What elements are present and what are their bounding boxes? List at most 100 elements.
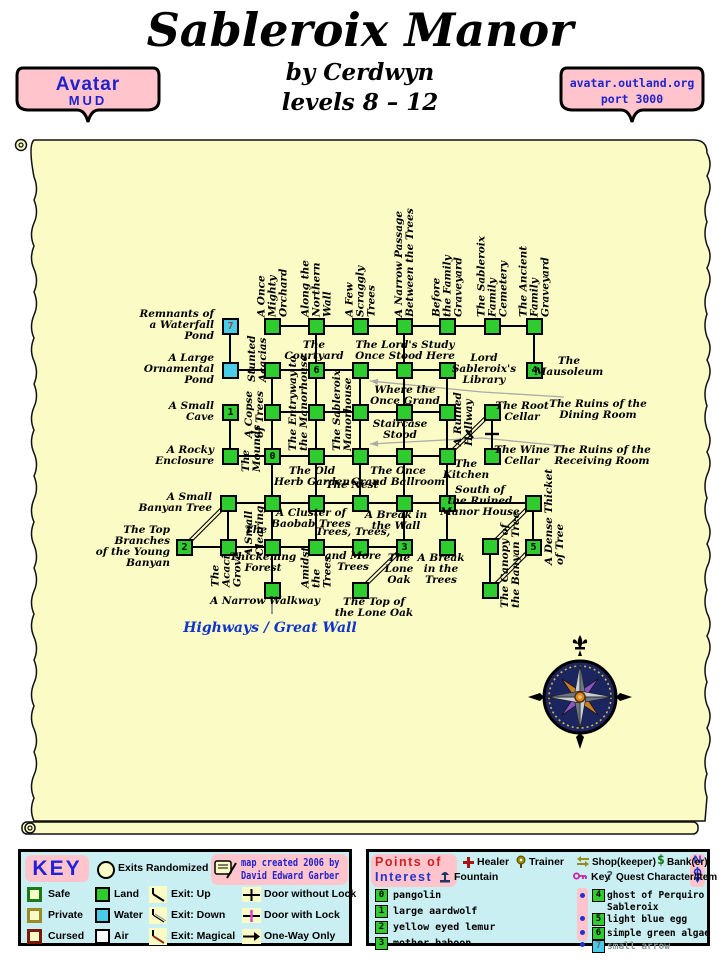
door-marker-icon (465, 429, 474, 439)
map-room-label-vertical: A Copseof Trees (243, 391, 266, 439)
map-room-the-wine-cellar (484, 448, 501, 465)
bullet-icon (580, 942, 585, 947)
map-room (352, 448, 369, 465)
poi-title-plaque: Points of Interest (371, 854, 457, 887)
map-credit-plaque: map created 2006 by David Edward Garber (211, 854, 348, 885)
map-room-label-vertical: The SableroixManorhouse (331, 369, 354, 452)
door-without-lock-icon (242, 887, 261, 902)
poi-3-label: mother baboon (393, 938, 472, 949)
map-room-a-small-banyan-tree (220, 495, 237, 512)
avatar-mud-badge: Avatar MUD (15, 66, 161, 123)
map-room-a-few-scraggly-trees (352, 318, 369, 335)
map-room-label-vertical: A Dense Thicketof Tree (543, 469, 566, 566)
room-number-badge: 6 (313, 365, 320, 376)
one-way-icon (242, 929, 261, 944)
map-room-label: The Kitchen (442, 458, 490, 481)
shop-icon (577, 856, 589, 867)
exits-randomized-icon (97, 861, 115, 879)
trainer-icon (516, 855, 526, 868)
room-number-badge: 3 (401, 542, 408, 553)
door-with-lock-label: Door with Lock (264, 909, 340, 921)
map-canvas: A OnceMightyOrchard Along theNorthernWall… (14, 138, 711, 835)
map-room-label-vertical: The SableroixFamilyCemetery (476, 235, 510, 318)
map-room-the-lone-oak: 3 (396, 539, 413, 556)
poi-1-label: large aardwolf (393, 906, 478, 917)
door-with-lock-icon (242, 908, 261, 923)
map-room-label-vertical: A FewScragglyTrees (344, 265, 378, 318)
map-room: 5 (525, 539, 542, 556)
map-room-label: A Rocky Enclosure (155, 444, 214, 467)
roll-spiral-icon (24, 822, 36, 834)
map-room-a-large-ornamental-pond (222, 362, 239, 379)
map-stair-passage (488, 545, 533, 590)
map-parchment: A OnceMightyOrchard Along theNorthernWall… (8, 135, 712, 845)
map-room-a-small-cave: 1 (222, 404, 239, 421)
healer-icon (463, 857, 474, 868)
server-address-badge: avatar.outland.org port 3000 (559, 66, 705, 123)
corner-curl-icon (18, 142, 24, 148)
map-room-label: Lord Sableroix's Library (451, 352, 517, 386)
map-room-south-of-the-ruined-manor-house (439, 495, 456, 512)
exit-down-label: Exit: Down (171, 909, 226, 921)
air-room-icon (95, 929, 110, 944)
fountain-icon (440, 872, 450, 883)
poi-3-badge: 3 (375, 937, 388, 950)
map-room-label: A Break in the Wall (364, 509, 428, 532)
cursed-room-icon (27, 929, 42, 944)
north-label: N (693, 854, 702, 866)
fountain-label: Fountain (454, 871, 499, 883)
door-without-lock-label: Door without Lock (264, 888, 357, 900)
poi-divider (577, 888, 588, 941)
exit-magical-label: Exit: Magical (171, 930, 236, 942)
map-credit-line1: map created 2006 by (241, 857, 340, 869)
map-room-label: Staircase Stood (372, 418, 428, 441)
map-room-label: The Old Herb Garden (273, 465, 351, 488)
map-stair-passage (182, 501, 228, 547)
map-room-label: The Lone Oak (384, 552, 414, 586)
map-room-label: The Ruins of the Dining Room (549, 398, 647, 421)
map-stair-passage (358, 545, 404, 590)
roll-spiral-icon (27, 825, 33, 831)
map-room (352, 362, 369, 379)
map-room-label: The Courtyard (284, 339, 344, 362)
poi-4-label: ghost of Perquiro (607, 890, 705, 901)
map-room-along-the-northern-wall (308, 318, 325, 335)
map-room-label-vertical: The AncientFamilyGraveyard (518, 246, 552, 318)
map-room-the-top-branches-of-the-young-banyan: 2 (176, 539, 193, 556)
poi-0-badge: 0 (375, 889, 388, 902)
map-room-label-vertical: The Entryway tothe Manorhouse (287, 354, 310, 451)
land-room-icon (95, 887, 110, 902)
map-room-label: Remnants of a Waterfall Pond (139, 308, 214, 342)
compass-rose (528, 635, 632, 749)
poi-6-badge: 6 (592, 927, 605, 940)
badge-port-text: port 3000 (601, 92, 663, 106)
map-room-the-mausoleum: 4 (526, 362, 543, 379)
exit-up-icon (149, 886, 167, 903)
badge-shape (559, 66, 705, 123)
map-room-label: The Wine Cellar (494, 444, 550, 467)
room-number-badge: 2 (181, 542, 188, 553)
key-title: KEY (25, 855, 89, 882)
parchment-bottom-roll (21, 821, 699, 835)
poi-4-label2: Sableroix (607, 902, 659, 913)
map-room-label-vertical: Beforethe FamilyGraveyard (431, 254, 465, 318)
map-room-label: The Mausoleum (534, 355, 604, 378)
exits-randomized-label: Exits Randomized (118, 862, 209, 874)
key-icon (573, 872, 587, 880)
exit-down-icon (149, 907, 167, 924)
page-title: Sableroix Manor (146, 3, 574, 57)
quest-icon: ? (606, 869, 614, 883)
shop-label: Shop(keeper) (592, 857, 656, 868)
map-room-a-small-clearing (264, 495, 281, 512)
map-room-label-vertical: The Canopy ofthe Banyan Tree (499, 511, 522, 608)
map-room-the-entryway-to-the-manorhouse (308, 404, 325, 421)
map-room-label-vertical: StuntedAcacias (246, 335, 269, 383)
map-room-label: The Lord's Study Once Stood Here (355, 339, 455, 362)
parchment-sheet (30, 139, 711, 822)
room-number-badge: 1 (227, 407, 234, 418)
poi-5-label: light blue egg (607, 914, 688, 925)
leader-arrowhead-icon (370, 440, 379, 447)
safe-room-icon (27, 887, 42, 902)
map-room-the-ancient-family-graveyard (526, 318, 543, 335)
map-room-label-vertical: TheMounds (240, 425, 263, 473)
